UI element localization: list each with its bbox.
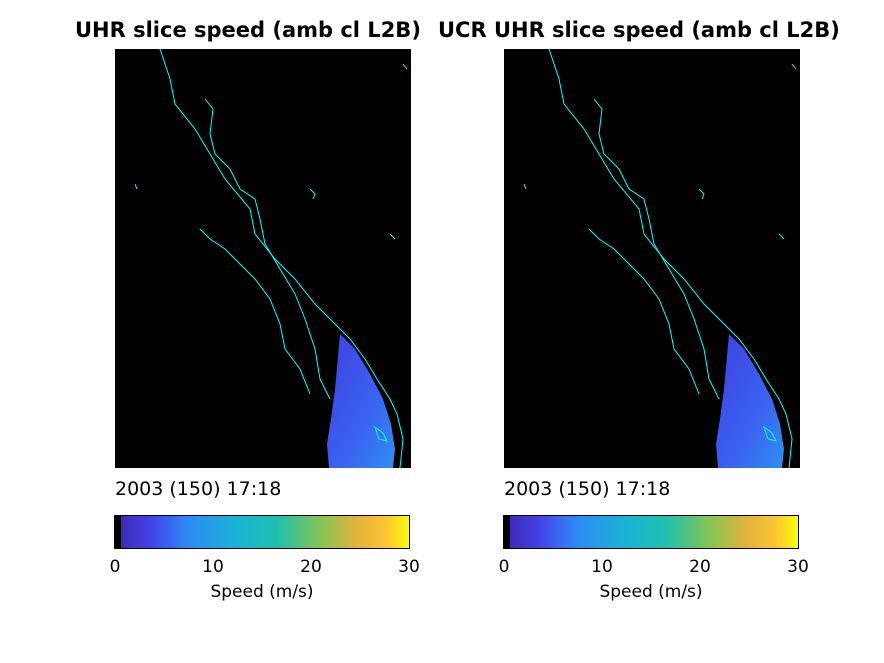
left-colorbar-label: Speed (m/s) (210, 582, 314, 602)
left-colorbar-tick: 30 (398, 557, 420, 577)
coastline-outer (548, 49, 793, 468)
coastline-fragment (791, 63, 797, 70)
coastline-fragment (523, 183, 527, 190)
left-colorbar-svg (115, 516, 409, 548)
coastline-inner (204, 98, 331, 400)
right-colorbar-tick: 30 (787, 557, 809, 577)
right-panel-title: UCR UHR slice speed (amb cl L2B) (438, 18, 840, 42)
right-colorbar-svg (504, 516, 798, 548)
right-colorbar-tick: 10 (591, 557, 613, 577)
coastline-fragment (698, 188, 705, 200)
coastline-peninsula (199, 228, 311, 395)
left-panel-title: UHR slice speed (amb cl L2B) (75, 18, 421, 42)
left-colorbar-tick: 0 (109, 557, 121, 577)
coastline-island (763, 425, 777, 442)
coastline-fragment (389, 233, 396, 240)
coastline-inner (593, 98, 720, 400)
right-colorbar-label: Speed (m/s) (599, 582, 703, 602)
left-timestamp: 2003 (150) 17:18 (115, 478, 282, 500)
coastline-outer (159, 49, 404, 468)
left-colorbar-tick: 10 (202, 557, 224, 577)
coastline-fragment (402, 63, 408, 70)
coastline-island (374, 425, 388, 442)
right-colorbar-tick: 0 (498, 557, 510, 577)
coastline-fragment (309, 188, 316, 200)
coastline-fragment (134, 183, 138, 190)
right-map-svg (523, 49, 797, 468)
left-speed-map (115, 49, 411, 468)
right-colorbar-tick: 20 (689, 557, 711, 577)
left-map-svg (134, 49, 408, 468)
right-colorbar (503, 515, 799, 549)
right-speed-map (504, 49, 800, 468)
coastline-peninsula (588, 228, 700, 395)
right-timestamp: 2003 (150) 17:18 (504, 478, 671, 500)
coastline-fragment (778, 233, 785, 240)
left-colorbar-tick: 20 (300, 557, 322, 577)
left-colorbar (114, 515, 410, 549)
